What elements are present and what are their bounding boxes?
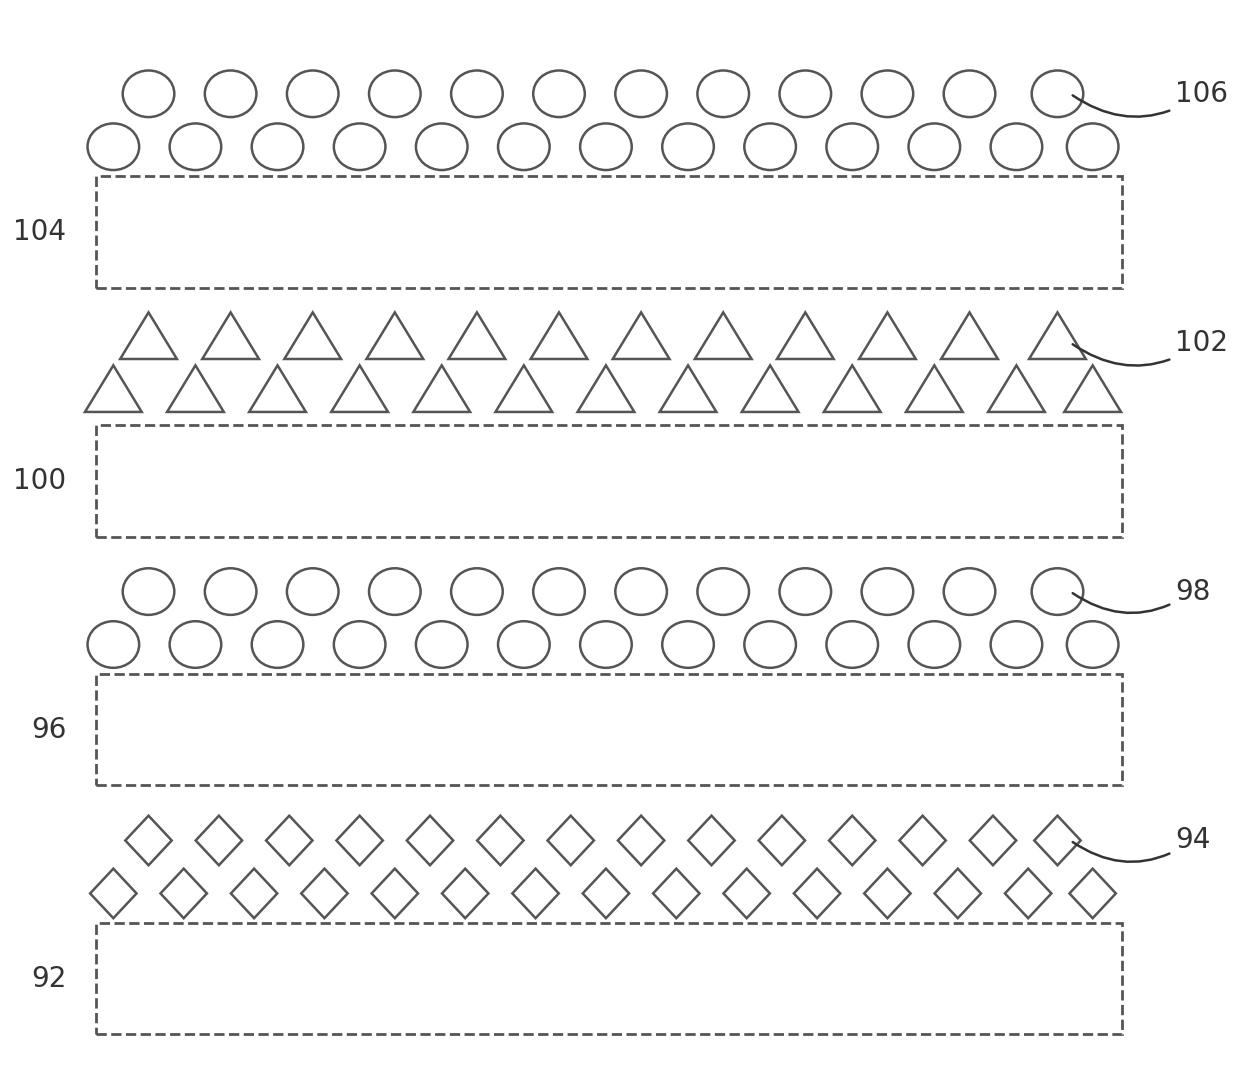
Text: 96: 96 <box>31 716 67 744</box>
Text: 106: 106 <box>1073 79 1228 117</box>
FancyBboxPatch shape <box>95 425 1122 536</box>
Text: 102: 102 <box>1073 328 1228 366</box>
Text: 98: 98 <box>1073 577 1210 613</box>
FancyBboxPatch shape <box>95 923 1122 1034</box>
Text: 92: 92 <box>31 965 67 993</box>
FancyBboxPatch shape <box>95 674 1122 785</box>
FancyBboxPatch shape <box>95 176 1122 288</box>
Text: 100: 100 <box>14 467 67 495</box>
Text: 94: 94 <box>1073 826 1210 862</box>
Text: 104: 104 <box>14 218 67 246</box>
